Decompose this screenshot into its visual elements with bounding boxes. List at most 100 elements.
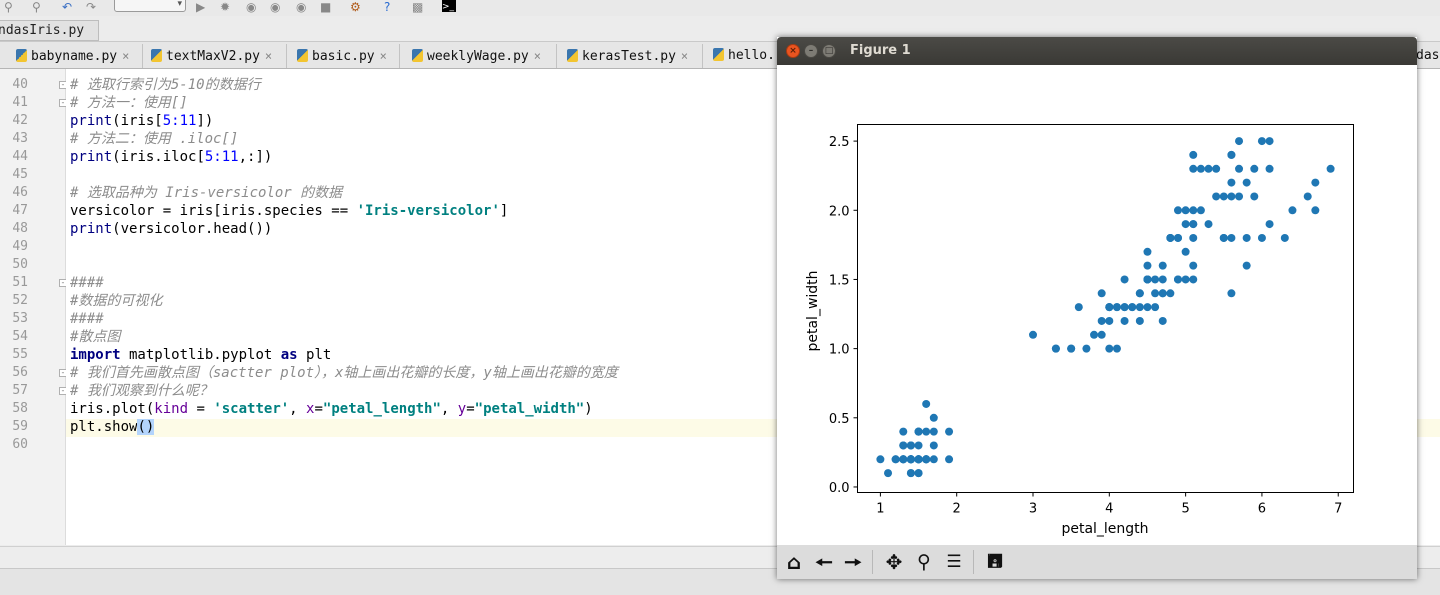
scatter-point: [1097, 289, 1106, 298]
code-text: versicolor = iris[iris.species ==: [70, 203, 357, 219]
close-icon[interactable]: ×: [786, 44, 800, 58]
scatter-point: [1181, 247, 1190, 256]
code-text: =: [466, 401, 475, 417]
scatter-point: [1135, 289, 1144, 298]
scatter-point: [1235, 137, 1244, 146]
close-icon[interactable]: ×: [379, 49, 387, 63]
scatter-point: [1204, 220, 1213, 229]
replace-icon[interactable]: ⚲: [32, 0, 41, 14]
scatter-point: [1135, 316, 1144, 325]
scatter-point: [1120, 275, 1129, 284]
scatter-point: [1097, 316, 1106, 325]
sdk-icon[interactable]: ▩: [412, 0, 424, 14]
home-icon[interactable]: ⌂: [786, 550, 802, 574]
line-number-gutter: 40 41 42 43 44 45 46 47 48 49 50 51 52 5…: [0, 69, 67, 545]
keyword-argument: x: [306, 401, 315, 417]
comment: ####: [70, 275, 104, 291]
scatter-point: [1128, 303, 1137, 312]
code-line-48: print(versicolor.head()): [70, 220, 272, 238]
close-icon[interactable]: ×: [264, 49, 273, 63]
scatter-point: [1158, 275, 1167, 284]
vcs-icon[interactable]: ⚙: [350, 0, 361, 14]
scatter-point: [922, 399, 931, 408]
help-icon[interactable]: ?: [384, 0, 391, 14]
scatter-point: [1189, 206, 1198, 215]
scatter-point: [914, 469, 923, 478]
scatter-point: [1105, 316, 1114, 325]
search-icon[interactable]: ⚲: [4, 0, 13, 14]
x-tick-label: 5: [1181, 502, 1189, 517]
terminal-icon[interactable]: >_: [442, 0, 456, 12]
pan-icon[interactable]: ✥: [885, 550, 903, 574]
run-icon[interactable]: ▶: [196, 0, 206, 14]
python-file-icon: [412, 49, 423, 62]
scatter-point: [1105, 344, 1114, 353]
forward-arrow-icon[interactable]: ↷: [86, 0, 97, 14]
figure-titlebar[interactable]: × – □ Figure 1: [777, 37, 1417, 65]
tab-babyname[interactable]: babyname.py ×: [6, 44, 143, 68]
zoom-icon[interactable]: ⚲: [917, 551, 931, 573]
plot-area: [857, 124, 1354, 493]
tab-weeklywage[interactable]: weeklyWage.py ×: [400, 44, 557, 68]
scatter-point: [1189, 150, 1198, 159]
code-text: (iris[: [112, 113, 163, 129]
keyword-argument: y: [457, 401, 467, 417]
concurrency-icon[interactable]: ◉: [296, 0, 307, 14]
tab-pandasiris[interactable]: das: [1416, 44, 1440, 68]
code-line-52: #数据的可视化: [70, 292, 162, 310]
line-number: 41: [12, 95, 28, 110]
minimize-icon[interactable]: –: [804, 44, 818, 58]
scatter-point: [1051, 344, 1060, 353]
scatter-point: [1097, 330, 1106, 339]
tab-hello[interactable]: hello.: [703, 44, 783, 68]
keyword: as: [280, 347, 298, 363]
scatter-point: [1181, 220, 1190, 229]
ide-toolbar: ⚲ ⚲ ↶ ↷ ▾ ▶ ✹ ◉ ◉ ◉ ■ ⚙ ? ▩ >_: [0, 0, 1440, 16]
tab-textmaxv2[interactable]: textMaxV2.py ×: [143, 44, 287, 68]
run-config-select[interactable]: ▾: [114, 0, 186, 12]
scatter-point: [1219, 233, 1228, 242]
tab-label: basic.py: [312, 49, 375, 64]
code-text: =: [314, 401, 323, 417]
line-number: 43: [12, 131, 28, 146]
scatter-point: [1250, 192, 1259, 201]
tab-basic[interactable]: basic.py ×: [287, 44, 400, 68]
scatter-point: [1311, 178, 1320, 187]
scatter-point: [1158, 289, 1167, 298]
profile-icon[interactable]: ◉: [270, 0, 281, 14]
coverage-icon[interactable]: ◉: [246, 0, 257, 14]
back-icon[interactable]: 🠔: [815, 550, 833, 574]
close-icon[interactable]: ×: [533, 49, 541, 63]
scatter-point: [1235, 192, 1244, 201]
keyword: import: [70, 347, 121, 363]
scatter-point: [1212, 164, 1221, 173]
maximize-icon[interactable]: □: [822, 44, 836, 58]
scatter-point: [929, 413, 938, 422]
debug-icon[interactable]: ✹: [220, 0, 231, 14]
string-literal: 'Iris-versicolor': [356, 203, 500, 219]
python-file-icon: [567, 49, 578, 62]
code-text: plt: [297, 347, 332, 363]
string-literal: "petal_width": [474, 401, 585, 417]
x-axis-label: petal_length: [1061, 521, 1148, 537]
scatter-point: [1227, 178, 1236, 187]
tab-kerastest[interactable]: kerasTest.py ×: [557, 44, 703, 68]
forward-icon[interactable]: 🠖: [844, 550, 862, 574]
scatter-point: [1112, 344, 1121, 353]
scatter-point: [929, 427, 938, 436]
configure-icon[interactable]: ☰: [946, 552, 962, 572]
scatter-point: [1189, 275, 1198, 284]
close-icon[interactable]: ×: [122, 49, 130, 63]
stop-icon[interactable]: ■: [320, 0, 332, 14]
line-number: 48: [12, 221, 28, 236]
comment: # 我们首先画散点图（sactter plot），x轴上画出花瓣的长度，y轴上画…: [70, 365, 618, 381]
scatter-point: [891, 455, 900, 464]
line-number: 40: [12, 77, 28, 92]
scatter-point: [1311, 206, 1320, 215]
close-icon[interactable]: ×: [680, 49, 689, 63]
breadcrumb-file[interactable]: ndasIris.py: [0, 20, 100, 41]
scatter-point: [1090, 330, 1099, 339]
save-icon[interactable]: 🖪: [987, 551, 1003, 572]
back-arrow-icon[interactable]: ↶: [62, 0, 73, 14]
scatter-point: [1189, 164, 1198, 173]
